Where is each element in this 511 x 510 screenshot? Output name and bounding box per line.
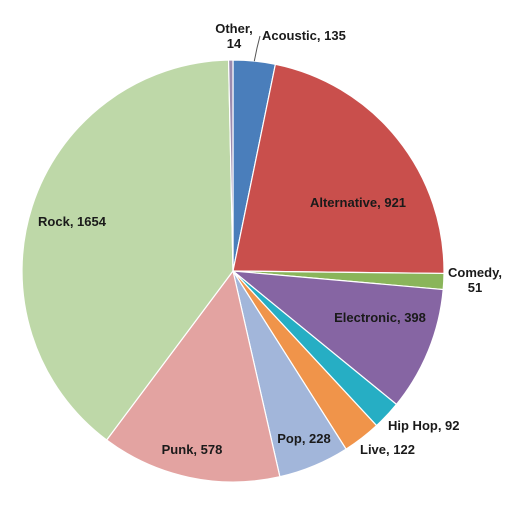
slice-label-comedy-value: 51 [468,280,482,295]
pie-slice-other [227,59,234,272]
slice-label-pop: Pop, 228 [277,431,330,446]
slice-label-live: Live, 122 [360,442,415,457]
pie-slice-rock [21,59,234,441]
slice-label-alternative: Alternative, 921 [310,195,406,210]
leader-line-acoustic [253,35,261,62]
slice-label-hip-hop: Hip Hop, 92 [388,418,460,433]
slice-labels: Acoustic, 135 Alternative, 921 Comedy,51 El… [38,21,502,457]
slice-label-punk: Punk, 578 [162,442,223,457]
leader-lines [253,35,261,62]
slice-label-other: Other, [215,21,253,36]
pie-slice-punk [105,269,281,483]
slice-label-rock: Rock, 1654 [38,214,107,229]
slice-label-electronic: Electronic, 398 [334,310,426,325]
slice-label-comedy: Comedy, [448,265,502,280]
pie-slices [21,59,445,483]
pie-slice-alternative [232,63,445,275]
pie-slice-electronic [231,270,444,406]
slice-label-other-value: 14 [227,36,242,51]
slice-label-acoustic: Acoustic, 135 [262,28,346,43]
